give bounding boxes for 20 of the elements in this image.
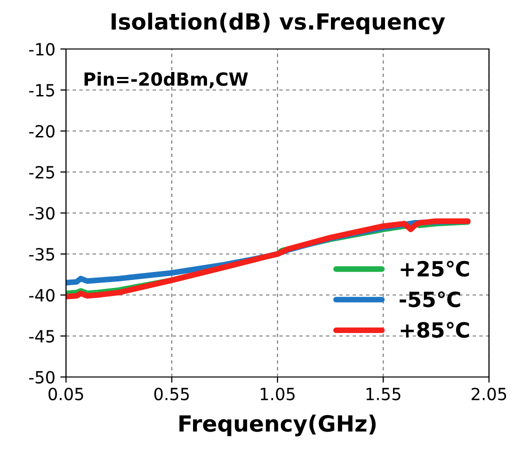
y-tick-label: -10 [29,42,54,56]
y-tick-label: -35 [29,248,54,261]
legend-label: +85℃ [400,322,469,338]
x-tick-label: 2.05 [472,388,506,400]
x-tick-label: 0.05 [48,388,84,400]
x-tick-label: 1.55 [366,388,400,400]
y-tick-label: -30 [29,206,54,220]
y-tick-label: -15 [29,84,54,97]
chart-title: Isolation(dB) vs.Frequency [112,12,446,34]
y-tick-label: -45 [29,330,54,343]
x-tick-label: 0.55 [154,388,189,400]
y-tick-label: -40 [29,288,54,302]
legend-label: +25℃ [400,260,469,277]
legend-label: -55℃ [400,291,460,308]
annotation: Pin=-20dBm,CW [84,72,248,88]
x-tick-label: 1.05 [260,388,295,400]
y-tick-label: -25 [29,166,54,179]
x-axis-title: Frequency(GHz) [179,414,376,436]
y-tick-label: -50 [29,370,54,384]
y-tick-label: -20 [29,124,54,138]
